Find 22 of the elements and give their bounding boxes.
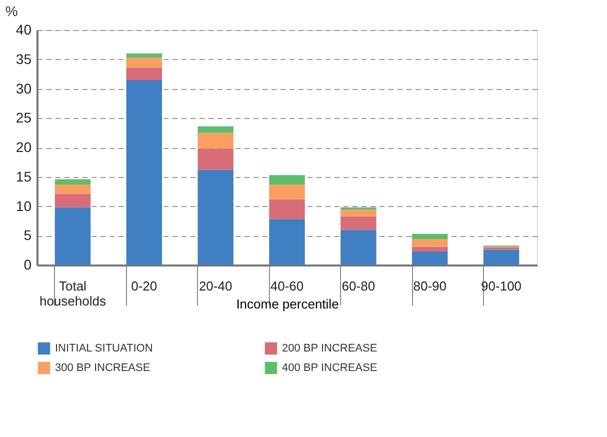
legend-label: 300 BP INCREASE (55, 362, 150, 374)
y-tick-label: 40 (16, 22, 32, 38)
x-tick-label: 20-40 (198, 278, 232, 294)
x-tick-label: Total households (39, 278, 106, 308)
x-tick-label: 40-60 (270, 278, 304, 294)
y-tick-label: 0 (24, 256, 32, 272)
y-tick-label: 10 (16, 198, 32, 214)
x-tick-label: 90-100 (481, 278, 522, 294)
y-tick-label: 25 (16, 110, 32, 126)
y-tick-label: 35 (16, 50, 32, 67)
y-tick-label: 20 (16, 139, 32, 155)
y-tick-label: 5 (24, 227, 32, 244)
y-tick-label: 15 (16, 168, 32, 184)
x-tick-label: 60-80 (342, 278, 376, 294)
x-tick-label: 80-90 (413, 278, 446, 294)
y-tick-label: 30 (16, 80, 32, 96)
y-axis-title: % (5, 3, 18, 19)
x-axis-title: Income percentile (236, 296, 339, 312)
x-tick-label: 0-20 (131, 278, 158, 294)
legend-label: INITIAL SITUATION (55, 342, 153, 354)
legend-label: 400 BP INCREASE (282, 362, 378, 374)
legend-label: 200 BP INCREASE (282, 342, 378, 354)
